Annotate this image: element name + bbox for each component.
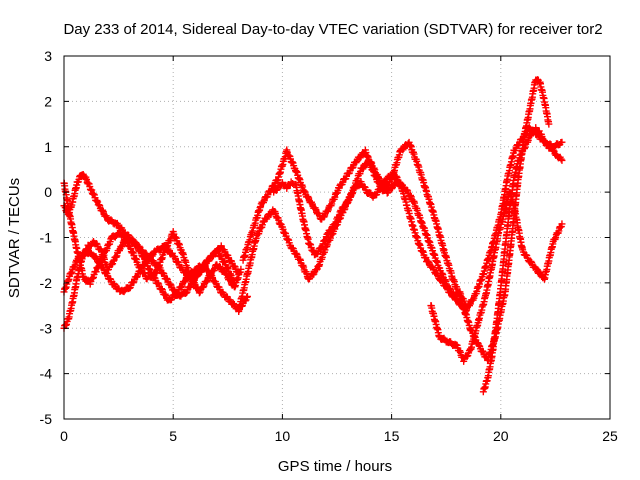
data-point	[304, 193, 312, 201]
data-point	[381, 179, 389, 187]
data-point	[199, 283, 207, 291]
x-tick-label: 15	[384, 428, 400, 444]
data-point	[81, 175, 89, 183]
data-point	[163, 274, 171, 282]
data-point	[359, 165, 367, 173]
y-tick-label: -1	[40, 230, 53, 246]
x-tick-label: 25	[602, 428, 618, 444]
data-point	[174, 289, 182, 297]
y-axis-label: SDTVAR / TECUs	[6, 178, 23, 298]
data-point	[166, 280, 174, 288]
y-tick-label: -5	[40, 411, 53, 427]
data-point	[201, 263, 209, 271]
data-point	[187, 276, 195, 284]
data-points	[60, 76, 566, 396]
data-point	[320, 213, 328, 221]
data-point	[140, 262, 148, 270]
chart-title: Day 233 of 2014, Sidereal Day-to-day VTE…	[63, 21, 602, 38]
y-tick-label: 1	[44, 139, 52, 155]
data-point	[356, 154, 364, 162]
x-axis-label: GPS time / hours	[278, 458, 392, 475]
data-point	[118, 243, 126, 251]
data-point	[181, 278, 189, 286]
x-tick-label: 5	[169, 428, 177, 444]
y-tick-label: -2	[40, 275, 53, 291]
data-point	[348, 164, 356, 172]
data-point	[158, 285, 166, 293]
data-point	[532, 264, 540, 272]
data-point	[99, 206, 107, 214]
data-point	[186, 283, 194, 291]
data-point	[177, 283, 185, 291]
data-point	[300, 187, 308, 195]
data-point	[209, 253, 217, 261]
series-trace-8	[479, 124, 566, 396]
y-tick-label: -4	[40, 366, 53, 382]
series-trace-4	[60, 242, 238, 296]
data-point	[108, 261, 116, 269]
data-point	[545, 120, 553, 128]
series-trace-3	[60, 233, 251, 332]
grid	[64, 56, 610, 419]
data-point	[462, 302, 470, 310]
data-point	[446, 288, 454, 296]
data-point	[273, 177, 281, 185]
data-point	[377, 185, 385, 193]
data-point	[327, 227, 335, 235]
data-point	[164, 245, 172, 253]
x-tick-label: 20	[493, 428, 509, 444]
data-point	[235, 270, 243, 278]
data-point	[230, 262, 238, 270]
data-point	[154, 279, 162, 287]
data-point	[388, 185, 396, 193]
data-point	[109, 257, 117, 265]
data-point	[527, 257, 535, 265]
data-point	[95, 201, 103, 209]
data-point	[203, 278, 211, 286]
data-point	[324, 208, 332, 216]
data-point	[403, 186, 411, 194]
data-point	[558, 138, 566, 146]
data-point	[549, 146, 557, 154]
series-trace-9	[270, 170, 470, 310]
axis-ticks: 0 5 10 15 20 25 -5 -4 -3 -2 -1 0 1 2 3	[40, 48, 618, 444]
data-point	[133, 273, 141, 281]
x-tick-label: 0	[60, 428, 68, 444]
data-point	[182, 289, 190, 297]
x-tick-label: 10	[275, 428, 291, 444]
y-tick-label: -3	[40, 320, 53, 336]
data-point	[312, 266, 320, 274]
data-point	[558, 156, 566, 164]
data-point	[424, 257, 432, 265]
y-tick-label: 3	[44, 48, 52, 64]
data-point	[144, 257, 152, 265]
series-trace-7	[427, 189, 566, 365]
data-point	[292, 249, 300, 257]
data-point	[220, 257, 228, 265]
data-point	[407, 191, 415, 199]
data-point	[399, 146, 407, 154]
data-point	[352, 159, 360, 167]
y-tick-label: 0	[44, 184, 52, 200]
data-point	[136, 268, 144, 276]
series-trace-6	[239, 76, 553, 364]
data-point	[557, 155, 565, 163]
data-point	[217, 252, 225, 260]
data-point	[230, 279, 238, 287]
data-point	[475, 342, 483, 350]
data-point	[129, 279, 137, 287]
data-point	[558, 220, 566, 228]
y-tick-label: 2	[44, 93, 52, 109]
data-point	[392, 172, 400, 180]
data-point	[243, 293, 251, 301]
data-point	[479, 347, 487, 355]
data-point	[161, 290, 169, 298]
data-point	[195, 289, 203, 297]
